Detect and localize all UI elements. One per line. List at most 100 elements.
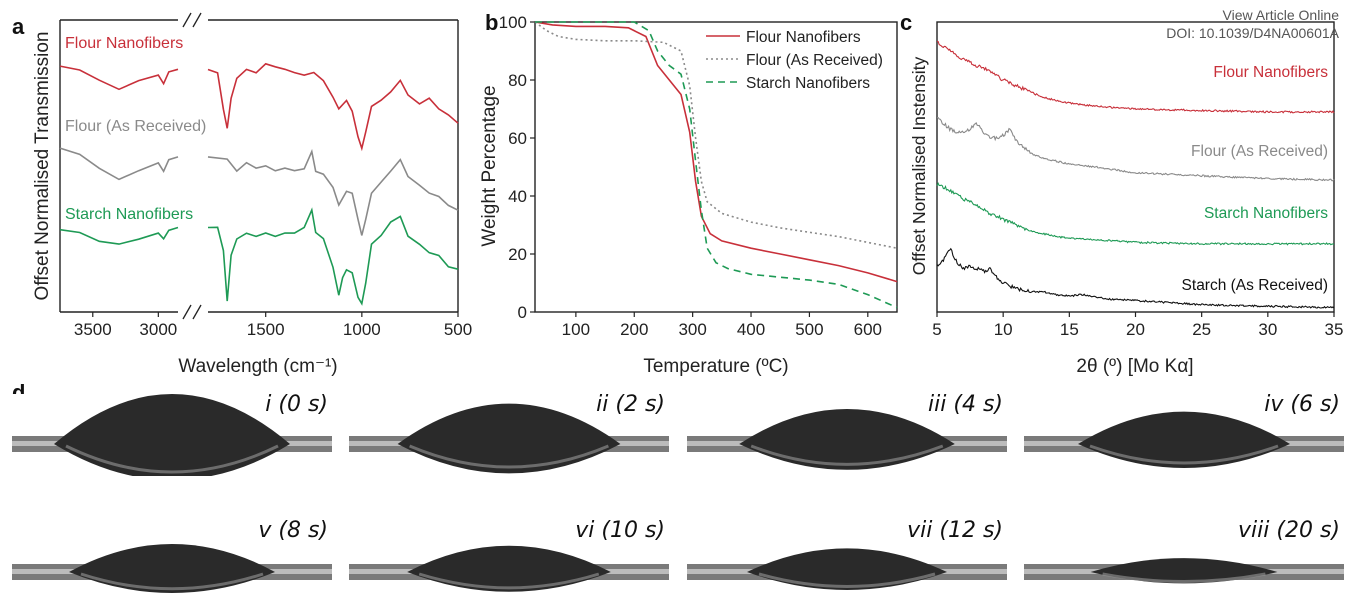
droplet-reflection	[1089, 444, 1279, 465]
droplet	[54, 394, 290, 476]
panel-b-y-tick-label: 100	[499, 13, 527, 32]
panel-a-series-line	[59, 147, 179, 181]
panel-b-y-tick-label: 80	[508, 71, 527, 90]
panel-c-y-label: Offset Normalised Instensity	[909, 56, 929, 275]
droplet	[69, 544, 275, 593]
panel-b-series-line	[535, 21, 898, 309]
droplet-photo-label: vii (12 s)	[907, 520, 1003, 543]
droplet	[739, 408, 955, 470]
droplet-photo-image	[349, 403, 669, 474]
droplet-photo-label: v (8 s)	[258, 520, 328, 543]
droplet-photo-label: iv (6 s)	[1264, 394, 1340, 417]
panel-a-series-label: Flour (As Received)	[65, 118, 206, 135]
panel-a-break-mark	[182, 12, 192, 28]
droplet-reflection	[409, 444, 609, 469]
droplet-reflection	[418, 572, 600, 590]
droplet-photo: iii (4 s)	[687, 394, 1007, 476]
panel-c-x-tick-label: 35	[1325, 320, 1344, 339]
panel-a-series-line	[207, 62, 459, 152]
panel-c-x-tick-label: 20	[1126, 320, 1145, 339]
panel-b-series-line	[534, 21, 898, 249]
panel-a-x-tick-label: 3500	[74, 320, 112, 339]
droplet-photo: viii (20 s)	[1024, 520, 1344, 602]
droplet-photo-image	[12, 394, 332, 476]
panel-a-series-line	[59, 226, 179, 245]
panel-a-series-line	[207, 207, 459, 306]
droplet-reflection	[1102, 572, 1266, 584]
panel-b-x-label: Temperature (ºC)	[643, 356, 788, 377]
panel-b-frame	[534, 21, 898, 313]
panel-a-ftir: 3500 3000 1500 1000 500 Wavelength (cm⁻¹) Offs…	[12, 12, 472, 377]
panel-c-series-label: Flour Nanofibers	[1213, 64, 1328, 81]
panel-b-x-tick-label: 200	[620, 320, 648, 339]
panel-b-tga: 100 200 300 400 500 600 0 20 40 60 80 100 Temperatur…	[479, 10, 898, 377]
droplet-photo-label: vi (10 s)	[575, 520, 665, 543]
panel-a-x-tick-label: 500	[444, 320, 472, 339]
droplet-reflection	[750, 444, 944, 466]
droplet-photo-image	[349, 545, 669, 592]
panel-a-series-line	[207, 148, 459, 236]
panel-b-series-line	[534, 21, 898, 283]
panel-b-x-tick-label: 300	[678, 320, 706, 339]
panel-c-series-label: Starch (As Received)	[1182, 277, 1328, 294]
panel-a-x-tick-label: 3000	[139, 320, 177, 339]
droplet-reflection	[80, 572, 264, 591]
droplet	[1078, 411, 1290, 468]
panel-a-break-mark	[182, 304, 192, 320]
panel-a-break-mark	[192, 12, 202, 28]
panel-b-x-tick-label: 600	[854, 320, 882, 339]
panel-c-series-label: Flour (As Received)	[1191, 143, 1328, 160]
droplet-reflection	[758, 572, 936, 588]
droplet	[407, 545, 611, 592]
panel-b-x-tick-label: 400	[737, 320, 765, 339]
droplet-photo: v (8 s)	[12, 520, 332, 602]
droplet	[1090, 558, 1278, 584]
droplet	[747, 548, 947, 590]
panel-c-series-line	[936, 182, 1335, 246]
panel-c-x-tick-label: 25	[1192, 320, 1211, 339]
panel-c-x-tick-label: 15	[1060, 320, 1079, 339]
panel-c-x-label: 2θ (º) [Mo Kα]	[1076, 356, 1193, 377]
panel-c-series-line	[936, 40, 1335, 114]
panel-a-x-tick-label: 1500	[247, 320, 285, 339]
panel-c-series-label: Starch Nanofibers	[1204, 205, 1328, 222]
panel-b-legend-label: Flour Nanofibers	[746, 29, 861, 46]
droplet-photo-image	[12, 544, 332, 593]
panel-a-y-label: Offset Normalised Transmission	[32, 32, 53, 301]
droplet-photo: vi (10 s)	[349, 520, 669, 602]
doi-text: DOI: 10.1039/D4NA00601A	[1166, 25, 1339, 41]
droplet	[397, 403, 621, 474]
panel-a-x-label: Wavelength (cm⁻¹)	[178, 356, 337, 377]
panel-a-letter: a	[12, 14, 25, 39]
panel-a-series-label: Starch Nanofibers	[65, 206, 193, 223]
panel-a-series-label: Flour Nanofibers	[65, 35, 183, 52]
panel-b-y-tick-label: 0	[518, 303, 527, 322]
droplet-photo-label: viii (20 s)	[1238, 520, 1340, 543]
panel-b-letter: b	[485, 10, 498, 35]
droplet-photo: iv (6 s)	[1024, 394, 1344, 476]
panel-c-series-line	[936, 117, 1335, 182]
panel-b-y-tick-label: 40	[508, 187, 527, 206]
panel-b-legend-label: Starch Nanofibers	[746, 75, 870, 92]
article-meta: View Article Online DOI: 10.1039/D4NA006…	[1166, 6, 1339, 42]
droplet-photo-image	[687, 408, 1007, 470]
panel-c-x-tick-label: 10	[994, 320, 1013, 339]
panel-b-x-tick-label: 500	[795, 320, 823, 339]
panel-a-x-tick-label: 1000	[343, 320, 381, 339]
panel-c-x-tick-label: 30	[1258, 320, 1277, 339]
panel-c-x-tick-label: 5	[932, 320, 941, 339]
droplet-reflection	[65, 444, 279, 474]
droplet-photo: vii (12 s)	[687, 520, 1007, 602]
panel-b-x-tick-label: 100	[562, 320, 590, 339]
droplet-photo: i (0 s)	[12, 394, 332, 476]
panel-c-letter: c	[900, 10, 912, 35]
panel-b-legend-label: Flour (As Received)	[746, 52, 883, 69]
view-online-link[interactable]: View Article Online	[1222, 7, 1339, 23]
panel-c-series-line	[936, 247, 1335, 309]
panel-b-y-label: Weight Percentage	[479, 85, 500, 246]
panel-b-y-tick-label: 60	[508, 129, 527, 148]
panel-a-series-line	[59, 65, 179, 91]
droplet-photo: ii (2 s)	[349, 394, 669, 476]
panel-c-xrd: 5 10 15 20 25 30 35 2θ (º) [Mo Kα] Offset Normal…	[900, 10, 1343, 377]
